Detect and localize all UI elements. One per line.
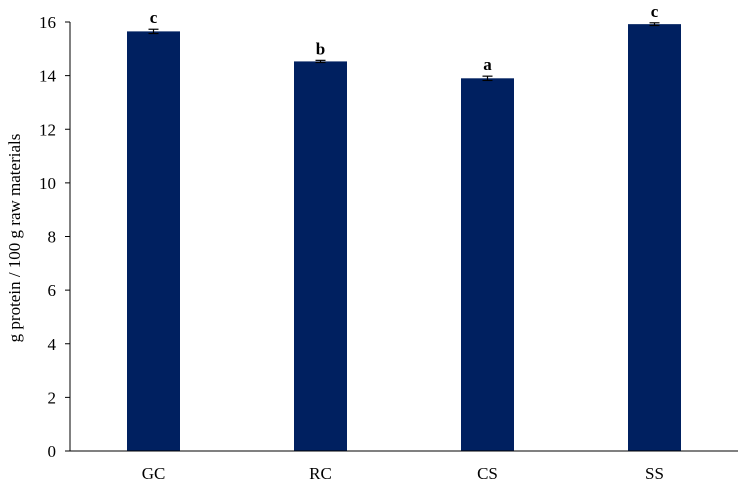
x-tick-label-gc: GC (142, 464, 166, 483)
bar-rc (294, 61, 347, 452)
error-bars (148, 22, 660, 82)
bar-ss (628, 24, 681, 452)
y-axis-title: g protein / 100 g raw materials (5, 134, 24, 343)
y-tick-label: 14 (39, 67, 57, 86)
y-tick-label: 2 (48, 388, 57, 407)
y-axis-ticks: 0 2 4 6 8 10 12 14 16 (39, 13, 70, 461)
significance-label-cs: a (483, 55, 492, 74)
y-tick-label: 12 (39, 120, 56, 139)
significance-label-rc: b (316, 39, 325, 58)
significance-labels: c b a c (150, 2, 659, 74)
x-tick-label-ss: SS (645, 464, 664, 483)
y-tick-label: 16 (39, 13, 56, 32)
bar-cs (461, 78, 514, 452)
x-axis-labels: GC RC CS SS (142, 464, 664, 483)
y-tick-label: 8 (48, 228, 57, 247)
y-tick-label: 6 (48, 281, 57, 300)
x-tick-label-cs: CS (477, 464, 498, 483)
y-tick-label: 10 (39, 174, 56, 193)
significance-label-gc: c (150, 8, 158, 27)
x-tick-label-rc: RC (309, 464, 332, 483)
significance-label-ss: c (651, 2, 659, 21)
bars (127, 24, 681, 452)
y-tick-label: 0 (48, 442, 57, 461)
y-tick-label: 4 (48, 335, 57, 354)
bar-gc (127, 31, 180, 452)
